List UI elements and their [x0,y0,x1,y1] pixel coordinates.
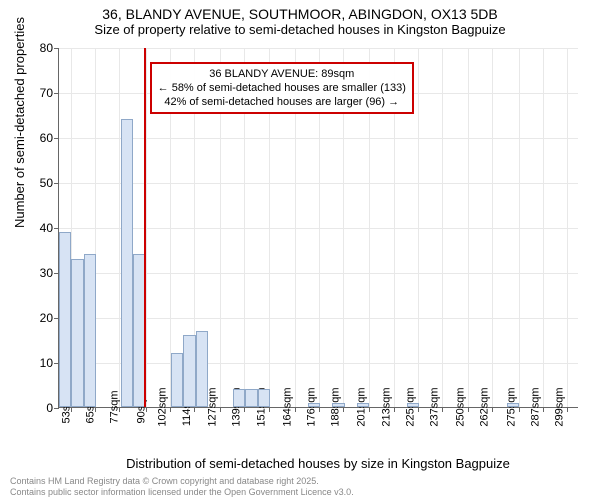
histogram-bar [171,353,183,407]
x-tick-mark [543,407,544,412]
histogram-bar [357,403,369,408]
plot-area: 0102030405060708053sqm65sqm77sqm90sqm102… [58,48,578,408]
gridline-v [519,48,520,407]
x-tick-label: 213sqm [374,387,392,426]
y-tick-label: 10 [40,356,59,370]
x-tick-label: 287sqm [523,387,541,426]
x-tick-label: 262sqm [473,387,491,426]
histogram-bar [233,389,245,407]
histogram-bar [121,119,133,407]
x-tick-label: 275sqm [499,387,517,426]
histogram-bar [245,389,257,407]
histogram-bar [407,403,419,408]
histogram-bar [59,232,71,408]
histogram-bar [183,335,195,407]
footer-line-1: Contains HM Land Registry data © Crown c… [10,476,354,487]
x-tick-mark [519,407,520,412]
x-tick-mark [244,407,245,412]
y-axis-label: Number of semi-detached properties [12,17,27,228]
y-tick-label: 70 [40,86,59,100]
chart-title: 36, BLANDY AVENUE, SOUTHMOOR, ABINGDON, … [0,0,600,37]
histogram-bar [258,389,270,407]
footer-attribution: Contains HM Land Registry data © Crown c… [10,476,354,498]
chart-container: 36, BLANDY AVENUE, SOUTHMOOR, ABINGDON, … [0,0,600,500]
x-tick-label: 299sqm [547,387,565,426]
gridline-v [543,48,544,407]
x-tick-mark [567,407,568,412]
x-tick-mark [418,407,419,412]
y-tick-label: 30 [40,266,59,280]
x-tick-mark [394,407,395,412]
footer-line-2: Contains public sector information licen… [10,487,354,498]
marker-line [144,48,146,407]
histogram-bar [71,259,83,408]
annotation-line-3: 42% of semi-detached houses are larger (… [158,95,406,109]
gridline-v [146,48,147,407]
gridline-v [418,48,419,407]
gridline-v [492,48,493,407]
x-tick-mark [369,407,370,412]
x-axis-label: Distribution of semi-detached houses by … [58,456,578,471]
x-tick-mark [442,407,443,412]
y-tick-label: 20 [40,311,59,325]
x-tick-label: 250sqm [449,387,467,426]
x-tick-mark [468,407,469,412]
x-tick-label: 77sqm [103,390,121,423]
x-tick-mark [492,407,493,412]
x-tick-label: 164sqm [275,387,293,426]
x-tick-mark [194,407,195,412]
histogram-bar [332,403,344,408]
x-tick-mark [343,407,344,412]
gridline-v [468,48,469,407]
histogram-bar [196,331,208,408]
title-line-1: 36, BLANDY AVENUE, SOUTHMOOR, ABINGDON, … [0,6,600,22]
x-tick-label: 188sqm [324,387,342,426]
histogram-bar [84,254,96,407]
x-tick-mark [295,407,296,412]
y-tick-label: 40 [40,221,59,235]
x-tick-label: 237sqm [422,387,440,426]
y-tick-label: 60 [40,131,59,145]
annotation-line-1: 36 BLANDY AVENUE: 89sqm [158,67,406,81]
x-tick-label: 201sqm [350,387,368,426]
histogram-bar [507,403,519,408]
x-tick-mark [220,407,221,412]
x-tick-label: 225sqm [398,387,416,426]
histogram-bar [308,403,320,408]
x-tick-mark [269,407,270,412]
x-tick-mark [319,407,320,412]
title-line-2: Size of property relative to semi-detach… [0,22,600,37]
gridline-v [442,48,443,407]
x-tick-mark [170,407,171,412]
x-tick-label: 102sqm [150,387,168,426]
annotation-line-2: ← 58% of semi-detached houses are smalle… [158,81,406,95]
x-tick-label: 176sqm [299,387,317,426]
y-tick-label: 50 [40,176,59,190]
annotation-box: 36 BLANDY AVENUE: 89sqm← 58% of semi-det… [150,62,414,115]
gridline-v [567,48,568,407]
y-tick-label: 80 [40,41,59,55]
